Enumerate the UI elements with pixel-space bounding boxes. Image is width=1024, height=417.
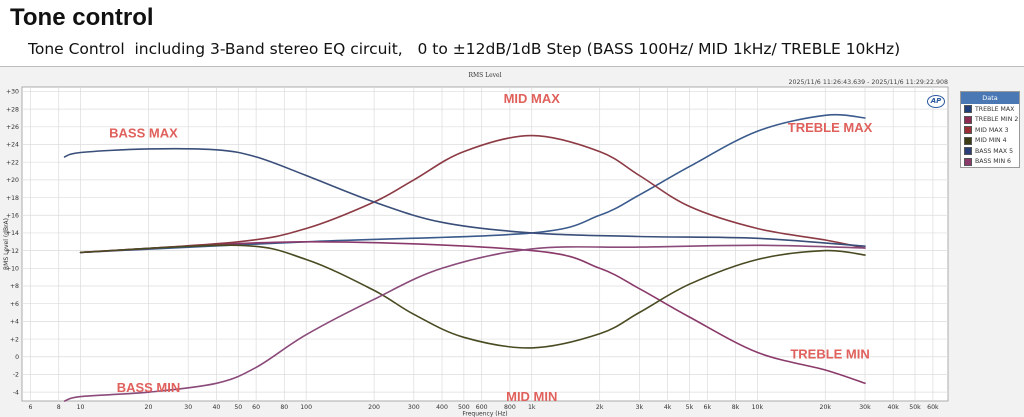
x-tick-label: 80 bbox=[280, 404, 288, 411]
x-tick-label: 1k bbox=[528, 404, 536, 411]
x-tick-label: 8k bbox=[732, 404, 740, 411]
legend-label: MID MAX 3 bbox=[975, 127, 1009, 134]
y-tick-label: +20 bbox=[6, 177, 19, 184]
chart-annotation: MID MAX bbox=[504, 91, 561, 106]
x-tick-label: 60k bbox=[927, 404, 939, 411]
legend-item[interactable]: BASS MIN 6 bbox=[961, 157, 1019, 168]
legend-panel: Data TREBLE MAX TREBLE MIN 2 MID MAX 3 MID … bbox=[960, 91, 1020, 168]
legend-item[interactable]: TREBLE MAX bbox=[961, 104, 1019, 115]
x-tick-label: 30k bbox=[859, 404, 871, 411]
y-tick-label: +2 bbox=[10, 336, 19, 343]
timestamp: 2025/11/6 11:26:43.639 - 2025/11/6 11:29… bbox=[789, 79, 948, 86]
y-tick-label: -4 bbox=[13, 389, 19, 396]
y-tick-label: -2 bbox=[13, 372, 19, 379]
y-tick-label: +22 bbox=[6, 159, 19, 166]
legend-swatch[interactable] bbox=[964, 105, 972, 113]
x-tick-label: 50 bbox=[234, 404, 242, 411]
legend-swatch[interactable] bbox=[964, 137, 972, 145]
x-tick-label: 10 bbox=[77, 404, 85, 411]
y-tick-label: +6 bbox=[10, 301, 19, 308]
x-tick-label: 40 bbox=[212, 404, 220, 411]
x-tick-label: 2k bbox=[596, 404, 604, 411]
plot-title: RMS Level bbox=[468, 72, 501, 79]
x-tick-label: 50k bbox=[909, 404, 921, 411]
x-tick-label: 60 bbox=[252, 404, 260, 411]
legend-label: MID MIN 4 bbox=[975, 137, 1007, 144]
x-tick-label: 30 bbox=[184, 404, 192, 411]
y-tick-label: +26 bbox=[6, 124, 19, 131]
legend-label: BASS MAX 5 bbox=[975, 148, 1013, 155]
legend-label: TREBLE MIN 2 bbox=[975, 116, 1018, 123]
x-tick-label: 20k bbox=[820, 404, 832, 411]
x-tick-label: 400 bbox=[436, 404, 448, 411]
x-tick-label: 3k bbox=[636, 404, 644, 411]
x-tick-label: 20 bbox=[145, 404, 153, 411]
y-tick-label: +30 bbox=[6, 89, 19, 96]
legend-swatch[interactable] bbox=[964, 126, 972, 134]
x-tick-label: 6 bbox=[29, 404, 33, 411]
page-subtitle: Tone Control including 3-Band stereo EQ … bbox=[28, 40, 900, 58]
page-title: Tone control bbox=[10, 4, 154, 32]
legend-label: BASS MIN 6 bbox=[975, 158, 1011, 165]
legend-item[interactable]: MID MAX 3 bbox=[961, 125, 1019, 136]
chart-annotation: MID MIN bbox=[506, 389, 557, 404]
x-tick-label: 8 bbox=[57, 404, 61, 411]
chart-annotation: BASS MAX bbox=[109, 125, 178, 140]
legend-item[interactable]: MID MIN 4 bbox=[961, 136, 1019, 147]
legend-swatch[interactable] bbox=[964, 116, 972, 124]
y-tick-label: +28 bbox=[6, 106, 19, 113]
x-tick-label: 100 bbox=[300, 404, 312, 411]
x-tick-label: 4k bbox=[664, 404, 672, 411]
chart-panel: RMS Level 2025/11/6 11:26:43.639 - 2025/1… bbox=[0, 66, 1024, 417]
chart-annotation: BASS MIN bbox=[117, 380, 181, 395]
ap-logo-icon: AP bbox=[927, 95, 945, 108]
x-tick-label: 6k bbox=[704, 404, 712, 411]
chart-annotation: TREBLE MAX bbox=[788, 120, 873, 135]
rms-level-chart: RMS Level 2025/11/6 11:26:43.639 - 2025/1… bbox=[0, 67, 1024, 417]
legend-item[interactable]: BASS MAX 5 bbox=[961, 146, 1019, 157]
y-tick-label: +4 bbox=[10, 319, 19, 326]
x-tick-label: 5k bbox=[686, 404, 694, 411]
x-tick-label: 40k bbox=[887, 404, 899, 411]
legend-label: TREBLE MAX bbox=[975, 106, 1014, 113]
x-tick-label: 300 bbox=[408, 404, 420, 411]
y-axis-label: RMS Level (dBrA) bbox=[3, 218, 10, 270]
legend-swatch[interactable] bbox=[964, 158, 972, 166]
chart-annotation: TREBLE MIN bbox=[790, 347, 869, 362]
y-tick-label: 0 bbox=[15, 354, 19, 361]
legend-item[interactable]: TREBLE MIN 2 bbox=[961, 115, 1019, 126]
legend-title: Data bbox=[961, 92, 1019, 104]
y-tick-label: +18 bbox=[6, 195, 19, 202]
x-tick-label: 200 bbox=[368, 404, 380, 411]
y-tick-label: +24 bbox=[6, 142, 19, 149]
x-tick-label: 10k bbox=[752, 404, 764, 411]
y-tick-label: +8 bbox=[10, 283, 19, 290]
legend-swatch[interactable] bbox=[964, 147, 972, 155]
x-axis-label: Frequency (Hz) bbox=[462, 411, 507, 417]
